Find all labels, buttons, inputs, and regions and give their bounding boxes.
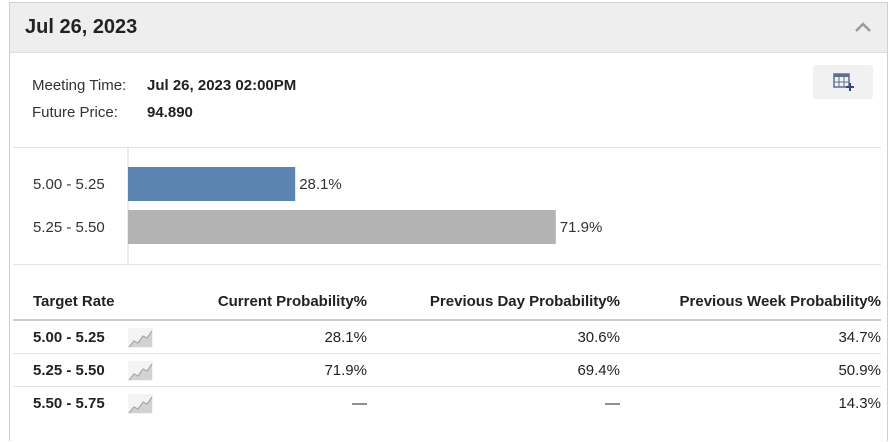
- header-target-rate: Target Rate: [33, 293, 115, 310]
- table-header-row: Target Rate Current Probability% Previou…: [13, 288, 881, 321]
- future-price-value: 94.890: [147, 104, 193, 121]
- previous-week-probability-cell: 50.9%: [838, 362, 881, 379]
- future-price-label: Future Price:: [32, 104, 118, 121]
- target-rate-cell: 5.50 - 5.75: [33, 395, 105, 412]
- current-probability-cell: 71.9%: [324, 362, 367, 379]
- add-to-calendar-button[interactable]: [813, 65, 873, 99]
- target-rate-cell: 5.00 - 5.25: [33, 329, 105, 346]
- bar-value-label: 28.1%: [299, 176, 342, 193]
- trend-chart-icon[interactable]: [128, 328, 153, 348]
- trend-chart-icon[interactable]: [128, 361, 153, 381]
- target-rate-cell: 5.25 - 5.50: [33, 362, 105, 379]
- probability-bar-chart: 5.00 - 5.25 28.1% 5.25 - 5.50 71.9%: [33, 148, 603, 264]
- category-label: 5.00 - 5.25: [33, 176, 105, 193]
- current-probability-cell: 28.1%: [324, 329, 367, 346]
- probability-bar[interactable]: [128, 210, 556, 244]
- probability-bar[interactable]: [128, 167, 296, 201]
- previous-day-probability-cell: 30.6%: [577, 329, 620, 346]
- table-row: 5.50 - 5.75 — — 14.3%: [13, 387, 881, 419]
- probability-chart: 5.00 - 5.25 28.1% 5.25 - 5.50 71.9%: [13, 147, 881, 265]
- chevron-up-icon[interactable]: [853, 18, 873, 38]
- header-current-probability: Current Probability%: [217, 293, 367, 310]
- meeting-date-title: Jul 26, 2023: [25, 16, 138, 38]
- probability-table: Target Rate Current Probability% Previou…: [13, 288, 881, 419]
- header-previous-week-probability: Previous Week Probability%: [679, 293, 881, 310]
- panel-header[interactable]: Jul 26, 2023: [10, 3, 887, 53]
- current-probability-cell: —: [352, 395, 367, 412]
- table-row: 5.25 - 5.50 71.9% 69.4% 50.9%: [13, 354, 881, 387]
- trend-chart-icon[interactable]: [128, 394, 153, 414]
- future-price-row: Future Price: 94.890: [32, 104, 193, 121]
- category-label: 5.25 - 5.50: [33, 219, 105, 236]
- previous-day-probability-cell: 69.4%: [577, 362, 620, 379]
- calendar-add-icon: [833, 73, 854, 91]
- previous-week-probability-cell: 14.3%: [838, 395, 881, 412]
- meeting-time-value: Jul 26, 2023 02:00PM: [147, 77, 297, 94]
- bar-value-label: 71.9%: [560, 219, 603, 236]
- header-previous-day-probability: Previous Day Probability%: [429, 293, 620, 310]
- previous-week-probability-cell: 34.7%: [838, 329, 881, 346]
- meeting-panel: Jul 26, 2023 Meeting Time: Jul 26, 2023 0…: [9, 2, 888, 441]
- table-row: 5.00 - 5.25 28.1% 30.6% 34.7%: [13, 321, 881, 354]
- meeting-time-label: Meeting Time:: [32, 77, 127, 94]
- meeting-time-row: Meeting Time: Jul 26, 2023 02:00PM: [32, 77, 296, 94]
- previous-day-probability-cell: —: [605, 395, 620, 412]
